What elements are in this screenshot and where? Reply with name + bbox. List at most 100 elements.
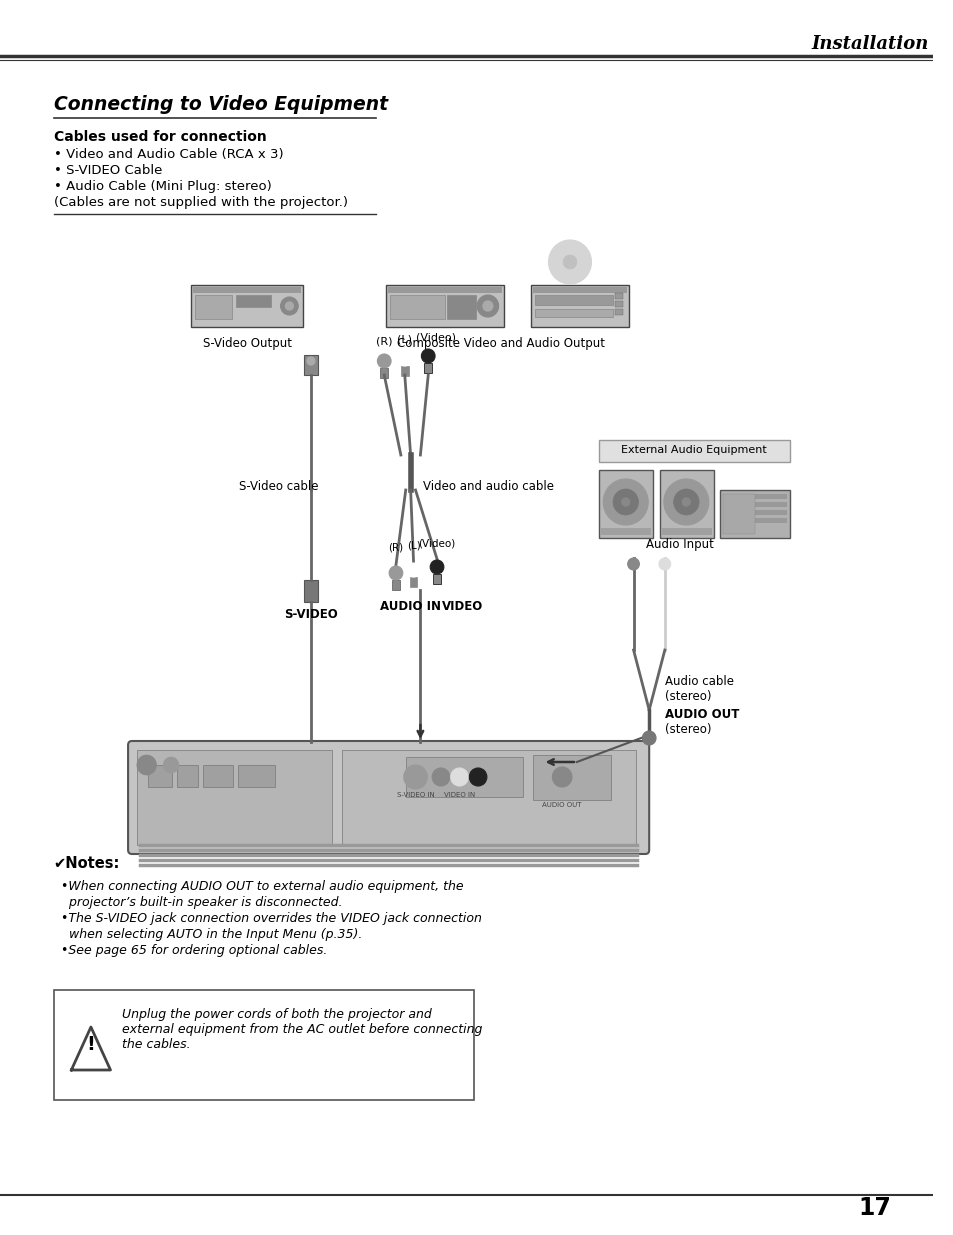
- Bar: [342, 750, 635, 845]
- Bar: [193, 287, 301, 293]
- Circle shape: [450, 768, 468, 785]
- Bar: [136, 750, 332, 845]
- Polygon shape: [71, 1028, 111, 1070]
- Bar: [176, 764, 198, 787]
- Circle shape: [280, 296, 298, 315]
- Bar: [386, 285, 503, 327]
- Bar: [530, 285, 628, 327]
- Circle shape: [562, 254, 577, 269]
- Bar: [721, 501, 786, 508]
- Text: !: !: [87, 1035, 95, 1053]
- Text: •See page 65 for ordering optional cables.: •See page 65 for ordering optional cable…: [61, 944, 327, 957]
- Circle shape: [389, 566, 402, 580]
- Bar: [148, 764, 172, 787]
- Circle shape: [397, 352, 411, 366]
- Bar: [433, 574, 440, 584]
- Text: AUDIO IN: AUDIO IN: [379, 600, 440, 613]
- Bar: [390, 295, 444, 319]
- Text: (L): (L): [406, 540, 420, 550]
- Text: ✔Notes:: ✔Notes:: [53, 856, 120, 871]
- Circle shape: [432, 768, 449, 785]
- Text: (R): (R): [375, 337, 392, 347]
- Text: (stereo): (stereo): [664, 722, 711, 736]
- Bar: [600, 529, 651, 535]
- Bar: [203, 764, 233, 787]
- Bar: [235, 295, 271, 308]
- Text: Audio Input: Audio Input: [645, 538, 713, 551]
- Bar: [535, 309, 613, 317]
- Text: (stereo): (stereo): [664, 690, 711, 703]
- Circle shape: [621, 498, 629, 506]
- Text: Composite Video and Audio Output: Composite Video and Audio Output: [396, 337, 604, 350]
- Circle shape: [602, 479, 647, 525]
- Circle shape: [627, 558, 639, 571]
- Bar: [535, 295, 613, 305]
- Bar: [615, 309, 622, 315]
- Text: projector’s built-in speaker is disconnected.: projector’s built-in speaker is disconne…: [61, 897, 342, 909]
- Circle shape: [548, 240, 591, 284]
- Bar: [237, 764, 274, 787]
- Bar: [598, 440, 789, 462]
- Circle shape: [673, 489, 699, 515]
- Bar: [533, 287, 626, 293]
- Text: • Video and Audio Cable (RCA x 3): • Video and Audio Cable (RCA x 3): [53, 148, 283, 161]
- Bar: [659, 471, 713, 538]
- Bar: [194, 295, 232, 319]
- Text: when selecting AUTO in the Input Menu (p.35).: when selecting AUTO in the Input Menu (p…: [61, 927, 361, 941]
- Bar: [424, 363, 432, 373]
- Circle shape: [377, 354, 391, 368]
- Bar: [721, 510, 786, 515]
- Bar: [409, 577, 417, 587]
- Circle shape: [681, 498, 690, 506]
- Text: (Video): (Video): [416, 333, 456, 343]
- FancyBboxPatch shape: [128, 741, 648, 853]
- Bar: [721, 494, 754, 534]
- Circle shape: [163, 757, 179, 773]
- Bar: [615, 293, 622, 299]
- Text: (L): (L): [396, 335, 412, 345]
- Bar: [405, 757, 522, 797]
- Bar: [388, 287, 501, 293]
- Circle shape: [136, 755, 156, 776]
- Bar: [721, 494, 786, 499]
- Circle shape: [406, 563, 420, 577]
- Text: VIDEO: VIDEO: [441, 600, 482, 613]
- Circle shape: [613, 489, 638, 515]
- Circle shape: [421, 350, 435, 363]
- Bar: [661, 529, 711, 535]
- Text: Video and audio cable: Video and audio cable: [423, 480, 554, 493]
- Text: 17: 17: [858, 1195, 890, 1220]
- Circle shape: [469, 768, 486, 785]
- Text: VIDEO IN: VIDEO IN: [443, 792, 475, 798]
- Text: S-Video Output: S-Video Output: [203, 337, 292, 350]
- Circle shape: [285, 303, 293, 310]
- Circle shape: [476, 295, 498, 317]
- Bar: [380, 368, 388, 378]
- Text: • S-VIDEO Cable: • S-VIDEO Cable: [53, 164, 162, 177]
- Bar: [191, 285, 303, 327]
- Text: •When connecting AUDIO OUT to external audio equipment, the: •When connecting AUDIO OUT to external a…: [61, 881, 463, 893]
- Text: Unplug the power cords of both the projector and
external equipment from the AC : Unplug the power cords of both the proje…: [122, 1008, 482, 1051]
- Bar: [719, 490, 789, 538]
- Circle shape: [552, 767, 572, 787]
- Bar: [392, 580, 399, 590]
- Bar: [304, 354, 317, 375]
- Text: AUDIO OUT: AUDIO OUT: [664, 708, 739, 721]
- Text: S-VIDEO: S-VIDEO: [284, 608, 337, 621]
- Text: • Audio Cable (Mini Plug: stereo): • Audio Cable (Mini Plug: stereo): [53, 180, 272, 193]
- Circle shape: [307, 357, 314, 366]
- Bar: [304, 580, 317, 601]
- Text: •The S-VIDEO jack connection overrides the VIDEO jack connection: •The S-VIDEO jack connection overrides t…: [61, 911, 481, 925]
- Text: Cables used for connection: Cables used for connection: [53, 130, 266, 144]
- Text: (Video): (Video): [418, 538, 456, 548]
- Bar: [533, 755, 611, 800]
- Bar: [721, 517, 786, 522]
- Bar: [53, 990, 474, 1100]
- Text: S-Video cable: S-Video cable: [238, 480, 318, 493]
- Text: (R): (R): [388, 542, 403, 552]
- Circle shape: [403, 764, 427, 789]
- Text: Audio cable: Audio cable: [664, 676, 733, 688]
- Circle shape: [482, 301, 493, 311]
- Circle shape: [430, 559, 443, 574]
- Bar: [400, 366, 408, 375]
